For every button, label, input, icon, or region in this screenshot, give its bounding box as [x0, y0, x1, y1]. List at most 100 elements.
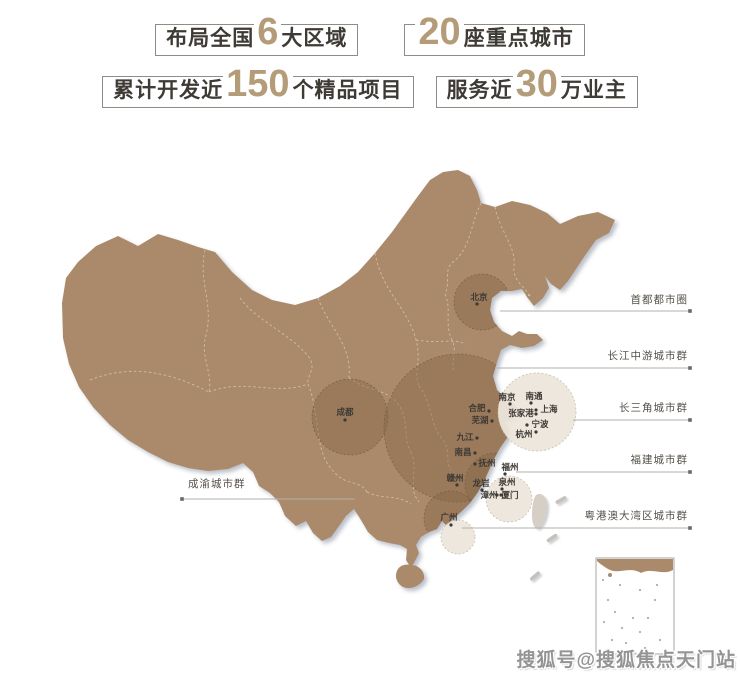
city-dot [473, 451, 477, 455]
stat-regions-prefix: 布局全国 [166, 27, 255, 50]
inset-hainan-dot [608, 573, 612, 577]
city-dot [508, 402, 512, 406]
inset-dot [624, 641, 628, 645]
region-label: 成渝城市群 [188, 477, 246, 490]
city-label: 上海 [540, 404, 558, 414]
stat-cities-suffix: 座重点城市 [463, 27, 574, 50]
stat-projects-prefix: 累计开发近 [113, 79, 224, 102]
cluster-circle-light [440, 519, 476, 555]
city-label: 赣州 [446, 473, 463, 483]
city-label: 北京 [470, 292, 488, 302]
city-label: 广州 [440, 512, 457, 522]
callout-end-marker [688, 526, 692, 530]
inset-dot [653, 598, 657, 602]
stat-regions-suffix: 大区域 [281, 27, 348, 50]
city-dot [499, 493, 503, 497]
city-label: 漳州 [480, 490, 497, 500]
callout-end-marker [180, 497, 184, 501]
cluster-circle-light [497, 372, 577, 452]
cluster-circle-light [485, 475, 533, 523]
region-label: 长三角城市群 [619, 401, 688, 414]
stat-regions-number: 6 [254, 13, 282, 51]
city-label: 泉州 [497, 477, 515, 487]
cluster-circle-dark [453, 273, 511, 331]
taiwan-island [532, 493, 548, 529]
inset-dot [638, 630, 642, 634]
city-dot [473, 462, 477, 466]
stat-cities: 20 座重点城市 [404, 13, 585, 56]
inset-dot [655, 583, 659, 587]
city-dot [495, 493, 499, 497]
stat-projects-suffix: 个精品项目 [292, 79, 403, 102]
city-label: 宁波 [531, 419, 549, 429]
mainland-landmass [62, 170, 615, 589]
city-dot [487, 409, 491, 413]
inset-dot [620, 626, 624, 630]
city-dot [490, 419, 494, 423]
region-label: 长江中游城市群 [608, 349, 689, 362]
city-cluster-light-circles [440, 372, 577, 555]
callout-end-marker [688, 470, 692, 474]
city-label: 南通 [525, 391, 543, 401]
hainan-island [395, 564, 425, 589]
callout-end-marker [688, 418, 692, 422]
city-dot [475, 436, 479, 440]
stat-regions: 布局全国 6 大区域 [155, 13, 359, 56]
dash-island [546, 533, 558, 543]
city-label: 成都 [336, 407, 354, 417]
city-dot [534, 412, 538, 416]
inset-dot [658, 638, 662, 642]
city-label: 厦门 [501, 490, 518, 500]
inset-dot [631, 616, 635, 620]
stats-banner: 布局全国 6 大区域 20 座重点城市 累计开发近 150 个精品项目 服务近 … [0, 13, 740, 108]
city-dot [503, 472, 507, 476]
inset-coastline [597, 559, 673, 573]
stat-owners-number: 30 [512, 65, 561, 103]
stat-cities-number: 20 [415, 13, 464, 51]
region-label: 粤港澳大湾区城市群 [585, 509, 689, 522]
callout-end-marker [688, 309, 692, 313]
city-dot [529, 401, 533, 405]
city-dot [534, 430, 538, 434]
cluster-circle-dark [311, 378, 389, 456]
inset-dot [618, 583, 622, 587]
stat-owners-suffix: 万业主 [560, 79, 627, 102]
inset-dot [602, 620, 606, 624]
city-label: 福州 [500, 462, 518, 472]
city-dot [480, 488, 484, 492]
city-dot [500, 487, 504, 491]
city-dot [455, 483, 459, 487]
south-china-sea-inset [595, 557, 675, 655]
inset-dot [610, 638, 614, 642]
offshore-dash-islands [529, 496, 567, 581]
city-dot [475, 302, 479, 306]
inset-dot [601, 578, 605, 582]
region-label: 首都都市圈 [631, 293, 689, 306]
region-label: 福建城市群 [631, 453, 689, 466]
stat-owners: 服务近 30 万业主 [435, 65, 638, 108]
city-dot [449, 523, 453, 527]
stat-projects-number: 150 [223, 65, 293, 103]
inset-dot [638, 588, 642, 592]
stat-projects: 累计开发近 150 个精品项目 [102, 65, 414, 108]
city-label: 合肥 [467, 403, 486, 413]
callout-end-marker [688, 366, 692, 370]
dash-island [529, 571, 541, 581]
inset-island-dots [601, 578, 662, 650]
city-label: 南昌 [454, 447, 471, 457]
city-label: 抚州 [478, 458, 495, 468]
city-label: 张家港 [508, 408, 534, 418]
city-label: 南京 [498, 392, 516, 402]
city-dot [525, 423, 529, 427]
city-label: 九江 [455, 432, 474, 442]
stat-owners-prefix: 服务近 [446, 79, 513, 102]
city-dot [343, 418, 347, 422]
city-label: 杭州 [515, 429, 532, 439]
watermark: 搜狐号@搜狐焦点天门站 [516, 650, 736, 671]
inset-dot [613, 610, 617, 614]
city-dot [534, 408, 538, 412]
city-label: 龙岩 [471, 478, 490, 488]
